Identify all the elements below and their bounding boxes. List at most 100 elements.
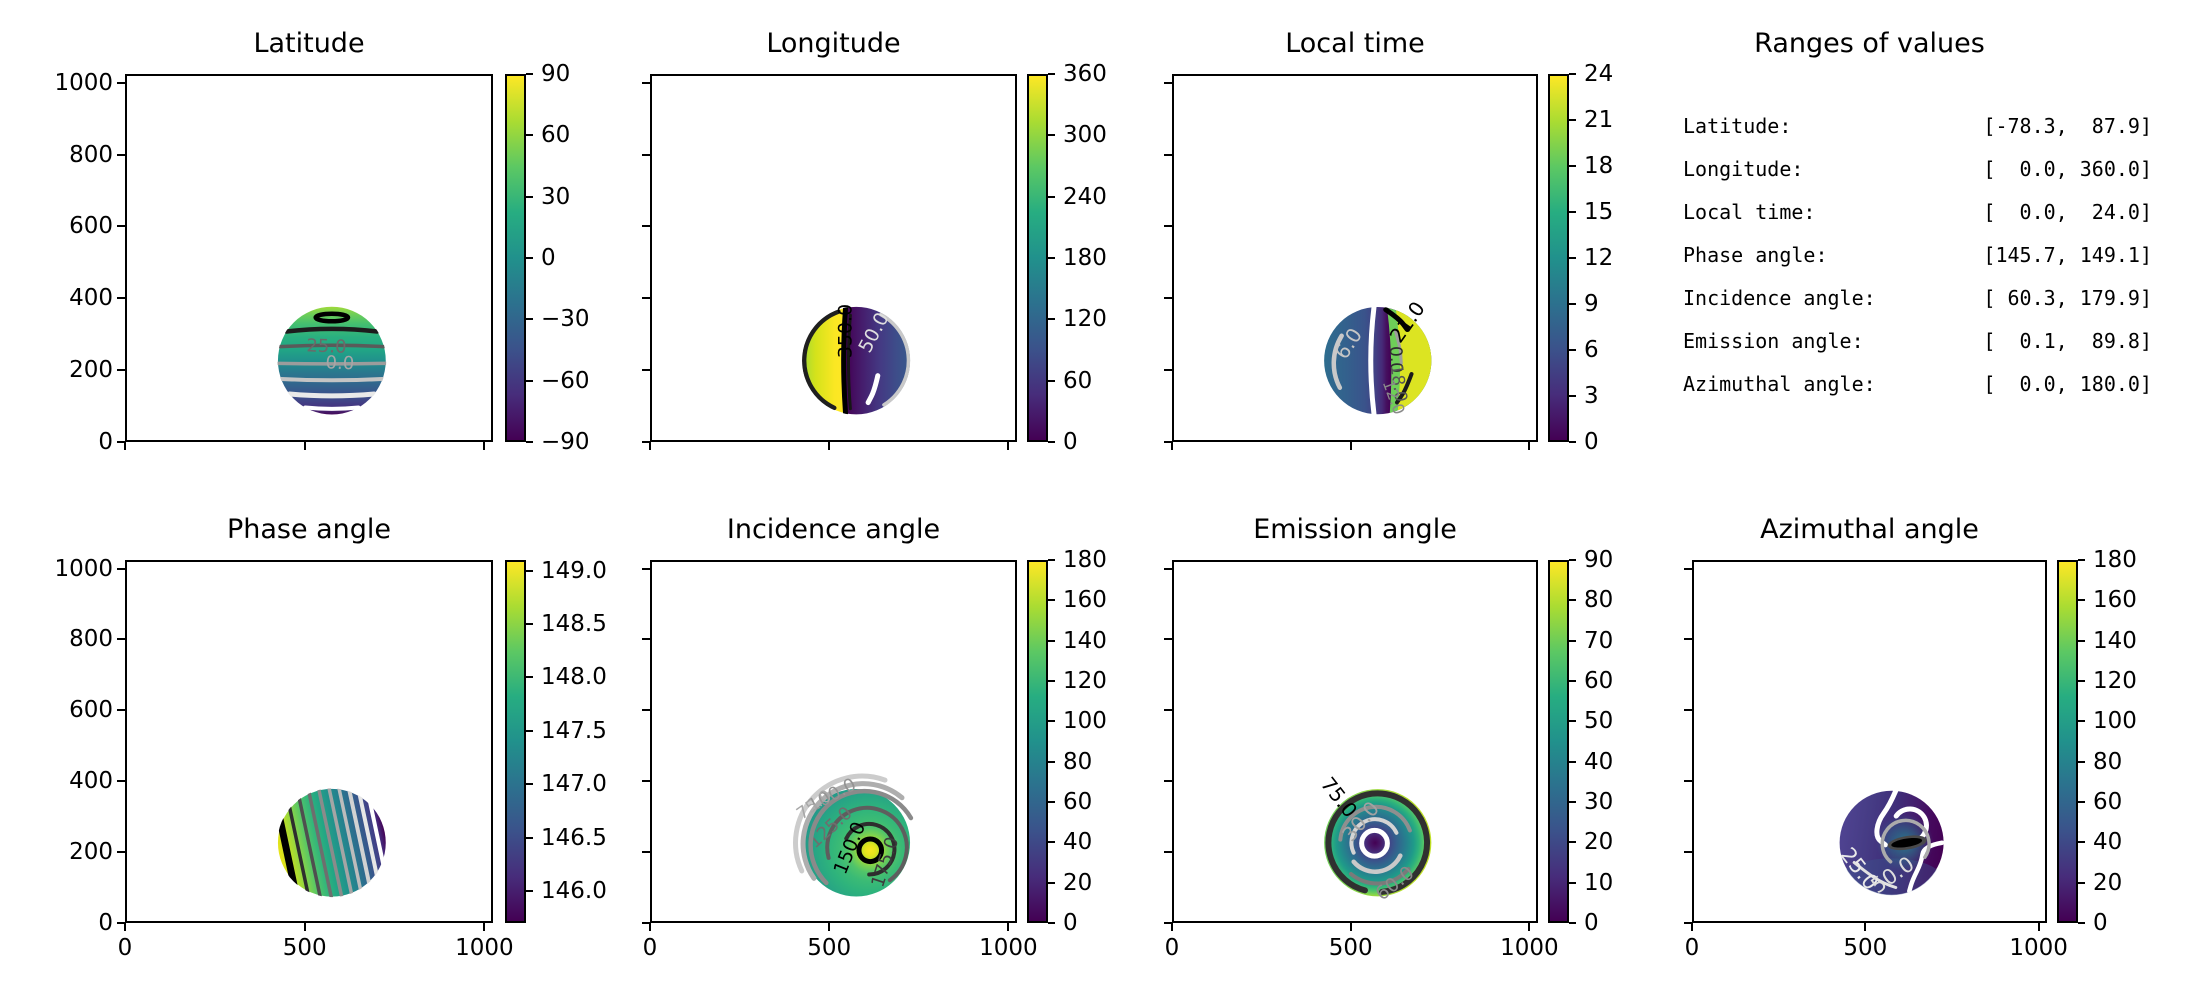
y-tick bbox=[642, 297, 650, 300]
y-tick-label: 200 bbox=[69, 839, 113, 866]
x-tick bbox=[828, 923, 831, 931]
colorbar-tick-label: 100 bbox=[1063, 708, 1107, 735]
contour-line bbox=[1368, 306, 1377, 415]
colorbar-tick-label: 50 bbox=[1584, 708, 1614, 735]
contour-label: 25.0 bbox=[306, 335, 347, 357]
x-tick bbox=[483, 442, 486, 450]
contour-line bbox=[1852, 861, 1898, 889]
colorbar-tick bbox=[2078, 881, 2085, 884]
x-tick bbox=[1171, 442, 1173, 450]
y-tick bbox=[642, 225, 650, 228]
colorbar-tick-label: 70 bbox=[1584, 627, 1614, 654]
range-label: Emission angle: bbox=[1683, 328, 1864, 353]
colorbar-tick bbox=[2078, 801, 2085, 803]
colorbar-tick-label: 6 bbox=[1584, 337, 1599, 363]
colorbar-tick-label: 0 bbox=[1063, 910, 1078, 936]
colorbar-tick-label: 80 bbox=[1584, 587, 1614, 614]
colorbar-tick bbox=[1569, 922, 1576, 924]
y-tick bbox=[642, 780, 650, 783]
plot-canvas bbox=[277, 788, 387, 898]
range-label: Longitude: bbox=[1683, 156, 1804, 181]
colorbar-tick-label: 147.0 bbox=[541, 771, 607, 798]
range-label: Latitude: bbox=[1683, 113, 1792, 138]
colorbar-tick bbox=[526, 889, 533, 892]
contour-line bbox=[1359, 827, 1390, 859]
colorbar-tick-label: −60 bbox=[541, 367, 590, 394]
axes-latitude: 25.0 0.0 bbox=[125, 74, 493, 442]
colorbar-tick bbox=[1569, 720, 1576, 723]
colorbar-tick-label: 146.5 bbox=[541, 824, 607, 851]
contour-line bbox=[310, 788, 350, 898]
y-tick bbox=[642, 567, 650, 570]
colorbar-tick-label: 30 bbox=[1584, 789, 1614, 815]
x-tick-label: 500 bbox=[807, 935, 852, 961]
contour-line bbox=[841, 306, 849, 415]
plot-canvas: 30.075.060.0 bbox=[1316, 772, 1432, 905]
y-tick-label: 0 bbox=[98, 910, 113, 936]
contour-line bbox=[284, 326, 380, 334]
x-tick bbox=[1528, 923, 1531, 931]
colorbar-tick bbox=[1569, 119, 1576, 121]
y-tick bbox=[642, 851, 650, 854]
colorbar bbox=[1548, 74, 1569, 442]
y-tick-label: 600 bbox=[69, 213, 113, 240]
y-tick bbox=[642, 153, 650, 156]
contour-label: 350.0 bbox=[835, 304, 857, 358]
colorbar-tick bbox=[2078, 559, 2085, 561]
subplot-title: Phase angle bbox=[226, 514, 392, 545]
colorbar-tick bbox=[1048, 680, 1055, 682]
colorbar-tick-label: 140 bbox=[1063, 627, 1107, 654]
x-tick-label: 1000 bbox=[455, 935, 514, 961]
y-tick bbox=[642, 709, 650, 712]
y-tick bbox=[642, 638, 650, 641]
colorbar-tick-label: 3 bbox=[1584, 383, 1599, 409]
contour-line bbox=[279, 376, 385, 383]
subplot-title: Azimuthal angle bbox=[1760, 514, 1979, 545]
axes-longitude: 350.0 50.0 bbox=[650, 74, 1017, 442]
contour-line bbox=[287, 391, 377, 399]
contour-line bbox=[313, 311, 351, 324]
colorbar-tick bbox=[1569, 441, 1576, 443]
colorbar-tick bbox=[526, 379, 533, 382]
colorbar-tick bbox=[1569, 680, 1576, 682]
y-tick-label: 800 bbox=[69, 141, 113, 168]
contour-line bbox=[320, 788, 360, 898]
colorbar-tick-label: 12 bbox=[1584, 245, 1614, 271]
colorbar-tick bbox=[526, 676, 533, 679]
contour-line bbox=[844, 821, 897, 877]
range-value: [-78.3, 87.9] bbox=[1983, 113, 2152, 138]
y-tick bbox=[642, 922, 650, 924]
colorbar-tick-label: 20 bbox=[2093, 869, 2123, 896]
colorbar-tick bbox=[1569, 349, 1576, 351]
contour-line bbox=[1874, 790, 1899, 848]
ranges-panel-title: Ranges of values bbox=[1754, 28, 1985, 59]
colorbar-tick bbox=[1048, 639, 1055, 642]
axes-azimuthal-angle: 25.0 50.0 bbox=[1692, 560, 2047, 923]
plot-canvas: 6.0 0.018.021.012.0 bbox=[1324, 297, 1432, 417]
disk-feature-blob bbox=[1891, 837, 1923, 848]
colorbar-tick bbox=[1569, 841, 1576, 844]
contour-line bbox=[356, 788, 387, 898]
ranges-row: Phase angle: [145.7, 149.1] bbox=[1683, 233, 2152, 276]
y-tick bbox=[117, 81, 125, 84]
colorbar-tick bbox=[526, 623, 533, 626]
colorbar-tick-label: 20 bbox=[1063, 869, 1093, 896]
ranges-row: Emission angle: [ 0.1, 89.8] bbox=[1683, 319, 2152, 362]
x-tick bbox=[1691, 923, 1693, 931]
y-tick bbox=[1164, 81, 1172, 84]
contour-line bbox=[800, 781, 905, 881]
colorbar-tick-label: 90 bbox=[1584, 547, 1614, 573]
colorbar-tick-label: 180 bbox=[1063, 245, 1107, 271]
y-tick bbox=[117, 638, 125, 641]
contour-line bbox=[1349, 866, 1411, 886]
x-tick bbox=[1864, 923, 1867, 931]
y-tick bbox=[1684, 922, 1692, 924]
colorbar-tick bbox=[526, 569, 533, 572]
colorbar-tick-label: 80 bbox=[1063, 748, 1093, 775]
colorbar-tick bbox=[1048, 841, 1055, 844]
contour-line bbox=[278, 343, 386, 349]
colorbar-tick-label: 24 bbox=[1584, 61, 1614, 87]
range-label: Azimuthal angle: bbox=[1683, 371, 1876, 396]
contour-line bbox=[1393, 329, 1403, 365]
